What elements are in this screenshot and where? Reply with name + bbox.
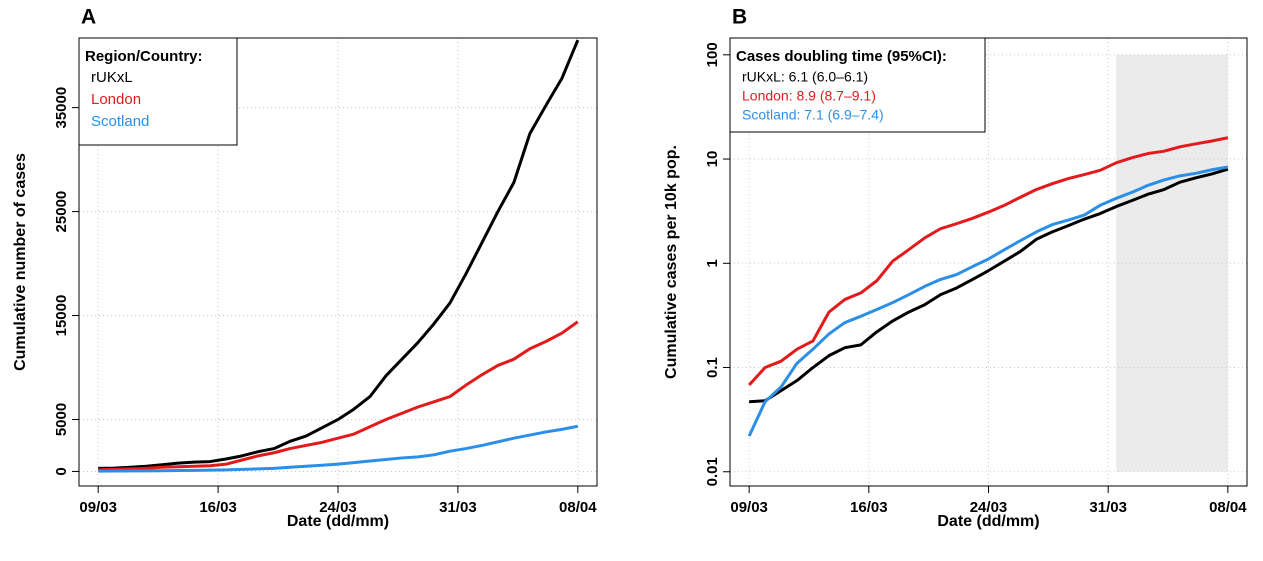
plot-frame	[78, 37, 598, 487]
legend-entry: rUKxL: 6.1 (6.0–6.1)	[742, 69, 868, 85]
y-axis-label: Cumulative cases per 10k pop.	[663, 145, 680, 379]
legend-entry: London: 8.9 (8.7–9.1)	[742, 88, 876, 104]
x-tick-label: 09/03	[730, 499, 768, 516]
series-line	[98, 320, 579, 472]
x-tick-label: 09/03	[79, 499, 117, 516]
series-line	[98, 424, 579, 473]
panel-label: A	[81, 6, 96, 29]
y-axis-label: Cumulative number of cases	[12, 153, 29, 371]
y-tick-label: 100	[704, 42, 721, 67]
plot-frame	[729, 37, 1248, 487]
legend-box	[729, 37, 986, 133]
y-tick-label: 0.1	[704, 357, 721, 378]
legend-entry: Scotland	[91, 113, 149, 130]
x-tick-label: 31/03	[1089, 499, 1127, 516]
x-tick-label: 24/03	[970, 499, 1008, 516]
panel-label: B	[732, 6, 747, 29]
legend-title: Region/Country:	[85, 48, 203, 65]
series-line	[98, 39, 580, 470]
shaded-region	[1116, 54, 1228, 472]
y-tick-label: 15000	[53, 295, 70, 337]
x-axis-label: Date (dd/mm)	[937, 513, 1039, 530]
y-tick-label: 1	[704, 259, 721, 267]
x-tick-label: 31/03	[439, 499, 477, 516]
y-tick-label: 10	[704, 151, 721, 168]
y-tick-label: 0	[53, 467, 70, 475]
x-tick-label: 08/04	[1209, 499, 1247, 516]
series-line	[747, 165, 1229, 437]
legend-entry: London	[91, 91, 141, 108]
legend-box	[78, 37, 238, 146]
x-tick-label: 16/03	[850, 499, 888, 516]
legend-entry: Scotland: 7.1 (6.9–7.4)	[742, 107, 884, 123]
y-tick-label: 25000	[53, 191, 70, 233]
x-tick-label: 08/04	[559, 499, 597, 516]
y-tick-label: 5000	[53, 403, 70, 436]
x-axis-label: Date (dd/mm)	[287, 513, 389, 530]
y-tick-label: 0.01	[704, 457, 721, 486]
series-line	[748, 136, 1229, 386]
x-tick-label: 24/03	[319, 499, 357, 516]
legend-title: Cases doubling time (95%CI):	[736, 48, 947, 65]
series-line	[749, 167, 1229, 404]
y-tick-label: 35000	[53, 87, 70, 129]
x-tick-label: 16/03	[199, 499, 237, 516]
legend-entry: rUKxL	[91, 69, 133, 86]
